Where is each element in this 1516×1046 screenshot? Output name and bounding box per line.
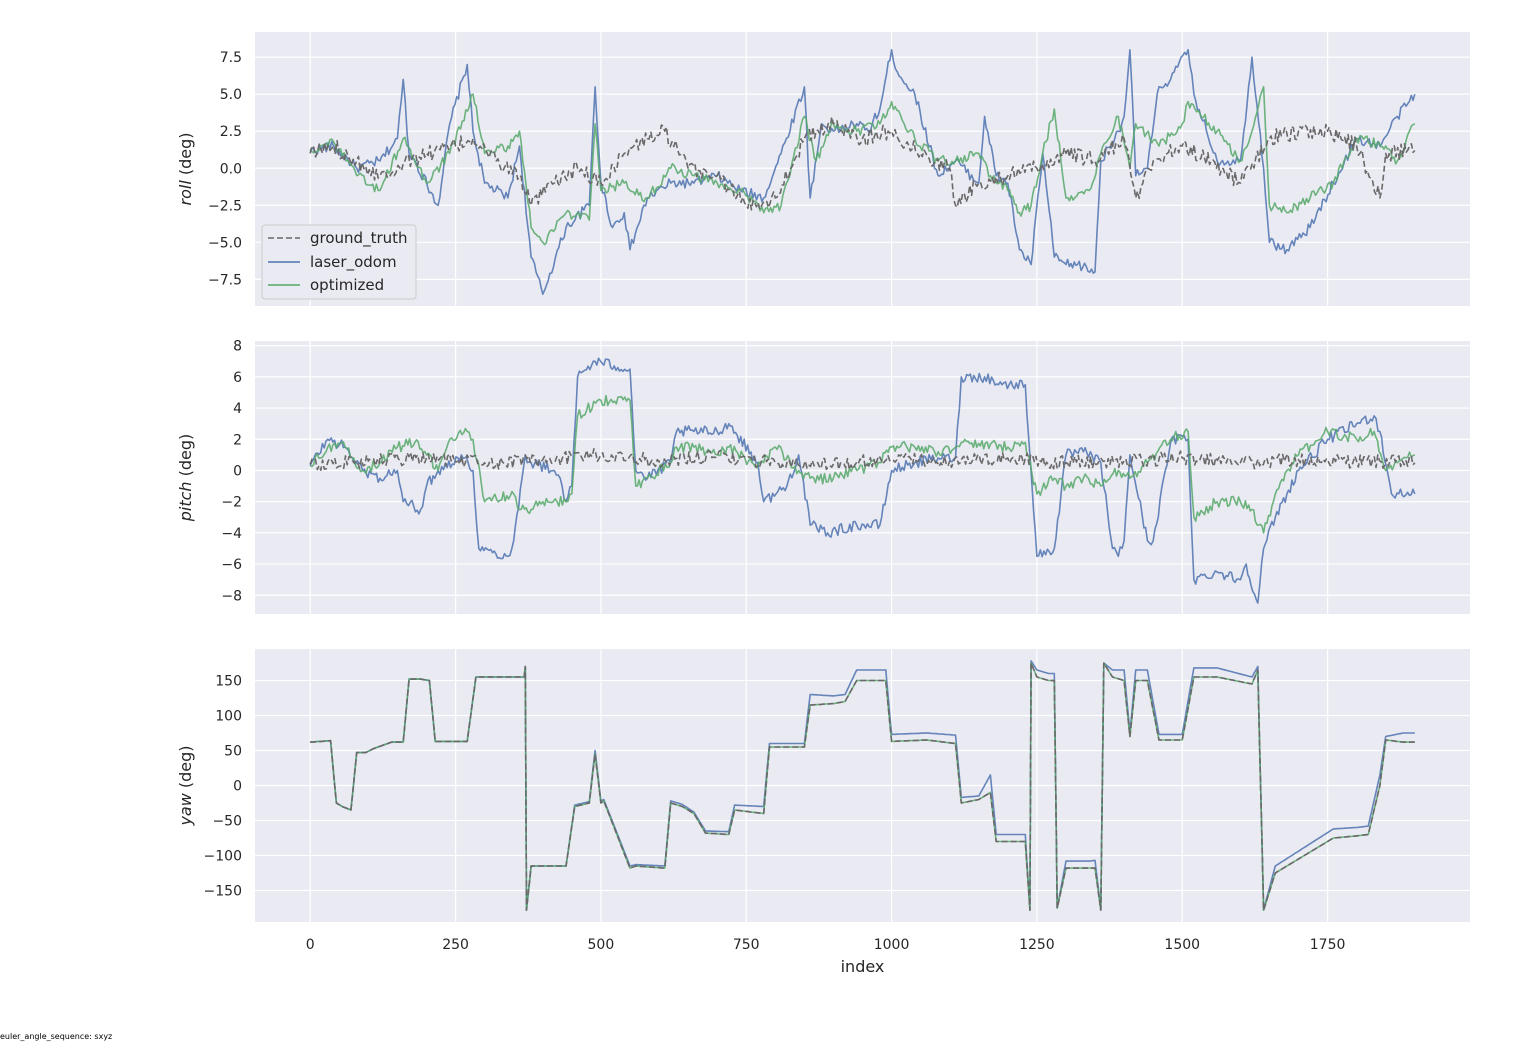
y-tick-label: 100 [215,709,242,725]
y-tick-label: 5.0 [220,87,242,103]
legend-box [261,224,417,300]
y-tick-label: −8 [221,588,242,604]
y-axis-label-pitch: pitch (deg) [176,434,195,523]
x-tick-label: 1500 [1164,937,1200,953]
y-axis-label-roll: roll (deg) [176,133,195,206]
y-tick-label: 150 [215,674,242,690]
panel-roll: −7.5 −5.0 −2.5 0.0 2.5 5.0 7.5 roll (deg) [176,32,1470,306]
series-ground-truth-yaw [310,662,1415,911]
y-tick-label: −6 [221,557,242,573]
x-tick-label: 750 [733,937,760,953]
y-tick-label: 0.0 [220,161,242,177]
legend-label-optimized: optimized [310,276,384,294]
series-ground-truth-roll [309,116,1416,211]
y-tick-label: 0 [233,463,242,479]
panel-pitch: −8 −6 −4 −2 0 2 4 6 8 pitch (deg) [176,339,1470,614]
series-laser-odom-pitch [309,357,1416,604]
y-tick-label: 6 [233,370,242,386]
x-tick-label: 1750 [1310,937,1346,953]
x-tick-label: 0 [306,937,315,953]
y-tick-label: −2.5 [208,198,242,214]
y-axis-label-unit: (deg) [176,133,195,176]
euler-sequence-note: euler_angle_sequence: sxyz [0,1032,113,1041]
x-tick-label: 1250 [1019,937,1055,953]
y-axis-label-unit: (deg) [176,745,195,788]
y-tick-label: −7.5 [208,272,242,288]
series-ground-truth-pitch [309,448,1416,471]
legend: ground_truth laser_odom optimized [261,224,417,300]
series-laser-odom-roll [309,49,1416,295]
x-tick-label: 1000 [874,937,910,953]
y-tick-label: −150 [204,884,242,900]
series-optimized-pitch [309,394,1416,534]
legend-label-laser-odom: laser_odom [310,253,397,272]
y-tick-label: 2 [233,432,242,448]
y-tick-label: 0 [233,779,242,795]
x-axis-label: index [841,957,885,976]
y-tick-label: −50 [212,814,242,830]
plot-area-pitch [255,341,1470,614]
legend-label-ground-truth: ground_truth [310,229,408,248]
y-axis-label-name: roll [176,175,195,205]
y-tick-label: −2 [221,495,242,511]
y-axis-label-name: yaw [176,788,195,826]
y-tick-label: 4 [233,401,242,417]
panel-yaw: −150 −100 −50 0 50 100 150 yaw (deg) [176,649,1470,922]
y-tick-label: 2.5 [220,124,242,140]
y-tick-label: 7.5 [220,50,242,66]
y-tick-label: −5.0 [208,235,242,251]
y-axis-label-yaw: yaw (deg) [176,745,195,826]
y-tick-label: 8 [233,339,242,355]
y-tick-label: −100 [204,849,242,865]
x-tick-label: 250 [442,937,469,953]
y-axis-label-unit: (deg) [176,434,195,477]
panels: −7.5 −5.0 −2.5 0.0 2.5 5.0 7.5 roll (deg) −8 −6 −4… [176,32,1470,976]
y-tick-label: −4 [221,526,242,542]
y-tick-label: 50 [224,744,242,760]
x-tick-label: 500 [588,937,615,953]
series-optimized-roll [309,86,1416,246]
y-axis-label-name: pitch [176,476,195,522]
